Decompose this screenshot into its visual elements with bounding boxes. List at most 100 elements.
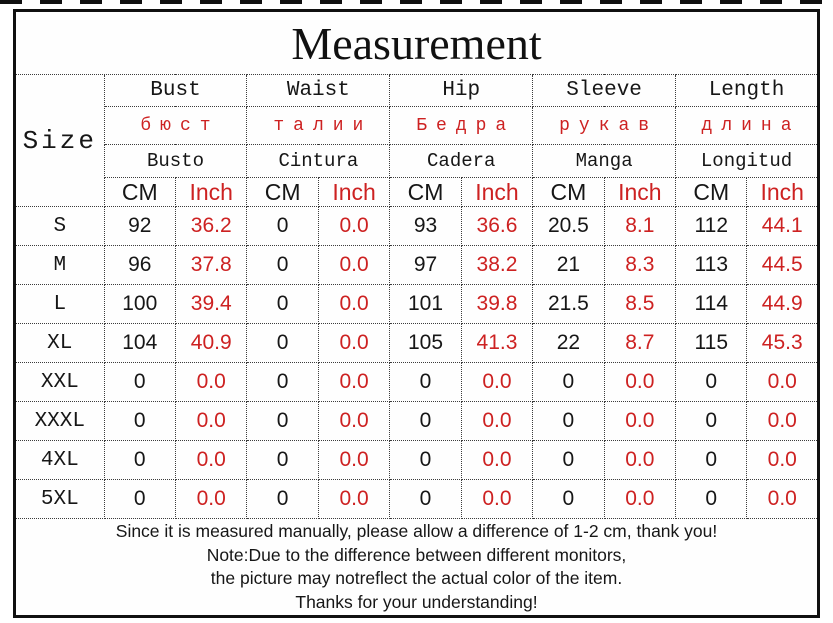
cm-value: 0: [389, 479, 462, 519]
cm-value: 0: [389, 362, 462, 402]
column-header-waist-ru: талии: [246, 106, 391, 145]
inch-value: 8.1: [603, 206, 677, 246]
inch-value: 36.6: [460, 206, 534, 246]
cm-value: 100: [103, 284, 176, 324]
size-row-xxl: XXL 0 0.0 0 0.0 0 0.0 0 0.0 0 0.0: [14, 362, 819, 402]
size-value: XXXL: [14, 401, 105, 441]
unit-header-cm: CM: [389, 177, 462, 207]
size-row-l: L 100 39.4 0 0.0 101 39.8 21.5 8.5 114 44.9: [14, 284, 819, 324]
cm-value: 97: [389, 245, 462, 285]
header-row-spanish: Busto Cintura Cadera Manga Longitud: [15, 144, 819, 178]
column-header-sleeve: Sleeve: [532, 74, 677, 107]
note-color-disclaimer: the picture may notreflect the actual co…: [210, 568, 623, 588]
inch-value: 40.9: [174, 323, 248, 363]
inch-value: 45.3: [746, 323, 819, 363]
inch-value: 8.7: [603, 323, 677, 363]
size-row-m: M 96 37.8 0 0.0 97 38.2 21 8.3 113 44.5: [14, 245, 819, 285]
header-row-english: Size Bust Waist Hip Sleeve Length: [14, 74, 819, 207]
cm-value: 101: [389, 284, 462, 324]
cm-value: 0: [246, 479, 319, 519]
size-row-s: S 92 36.2 0 0.0 93 36.6 20.5 8.1 112 44.1: [14, 206, 819, 246]
inch-value: 44.5: [746, 245, 819, 285]
cm-value: 0: [246, 323, 319, 363]
cm-value: 20.5: [532, 206, 605, 246]
size-row-4xl: 4XL 0 0.0 0 0.0 0 0.0 0 0.0 0 0.0: [14, 440, 819, 480]
cm-value: 114: [675, 284, 748, 324]
inch-value: 8.5: [603, 284, 677, 324]
cm-value: 96: [103, 245, 176, 285]
inch-value: 0.0: [603, 440, 677, 480]
inch-value: 37.8: [174, 245, 248, 285]
cm-value: 21.5: [532, 284, 605, 324]
cm-value: 0: [675, 479, 748, 519]
cm-value: 115: [675, 323, 748, 363]
cm-value: 0: [675, 440, 748, 480]
cm-value: 22: [532, 323, 605, 363]
cm-value: 0: [246, 206, 319, 246]
cm-value: 0: [103, 362, 176, 402]
inch-value: 0.0: [603, 362, 677, 402]
inch-value: 39.8: [460, 284, 534, 324]
unit-header-cm: CM: [532, 177, 605, 207]
cm-value: 0: [246, 401, 319, 441]
measurement-table: Measurement Size Bust Waist Hip Sleeve L…: [13, 9, 820, 618]
cm-value: 0: [389, 440, 462, 480]
inch-value: 0.0: [460, 362, 534, 402]
cm-value: 0: [103, 440, 176, 480]
inch-value: 0.0: [317, 206, 391, 246]
top-dashed-border: [0, 0, 833, 4]
cm-value: 0: [103, 401, 176, 441]
inch-value: 39.4: [174, 284, 248, 324]
inch-value: 0.0: [174, 440, 248, 480]
cm-value: 0: [675, 362, 748, 402]
inch-value: 0.0: [460, 401, 534, 441]
inch-value: 0.0: [460, 440, 534, 480]
cm-value: 113: [675, 245, 748, 285]
cm-value: 93: [389, 206, 462, 246]
inch-value: 0.0: [317, 401, 391, 441]
inch-value: 38.2: [460, 245, 534, 285]
cm-value: 0: [103, 479, 176, 519]
header-row-russian: бюст талии Бедра рукав длина: [15, 106, 819, 145]
size-rows: S 92 36.2 0 0.0 93 36.6 20.5 8.1 112 44.1 M 96 37.8 0 0…: [14, 206, 819, 519]
cm-value: 92: [103, 206, 176, 246]
inch-value: 44.9: [746, 284, 819, 324]
cm-value: 104: [103, 323, 176, 363]
size-value: S: [14, 206, 105, 246]
inch-value: 0.0: [746, 362, 819, 402]
title-row: Measurement: [14, 10, 819, 75]
inch-value: 44.1: [746, 206, 819, 246]
cm-value: 0: [246, 245, 319, 285]
cm-value: 0: [389, 401, 462, 441]
size-value: L: [14, 284, 105, 324]
column-header-length: Length: [675, 74, 819, 107]
note-measure-tolerance: Since it is measured manually, please al…: [115, 521, 718, 541]
inch-value: 0.0: [746, 440, 819, 480]
column-header-waist: Waist: [246, 74, 391, 107]
cm-value: 0: [532, 362, 605, 402]
footer-row: Since it is measured manually, please al…: [14, 518, 819, 617]
inch-value: 0.0: [174, 479, 248, 519]
cm-value: 112: [675, 206, 748, 246]
inch-value: 0.0: [460, 479, 534, 519]
size-value: XL: [14, 323, 105, 363]
inch-value: 0.0: [174, 401, 248, 441]
unit-header-inch: Inch: [174, 177, 248, 207]
cm-value: 0: [675, 401, 748, 441]
column-header-hip-ru: Бедра: [389, 106, 534, 145]
inch-value: 36.2: [174, 206, 248, 246]
cm-value: 0: [246, 362, 319, 402]
unit-header-inch: Inch: [460, 177, 534, 207]
inch-value: 0.0: [317, 479, 391, 519]
cm-value: 0: [246, 440, 319, 480]
inch-value: 0.0: [746, 401, 819, 441]
inch-value: 0.0: [746, 479, 819, 519]
column-header-bust: Bust: [103, 74, 248, 107]
cm-value: 0: [532, 401, 605, 441]
column-header-sleeve-ru: рукав: [532, 106, 677, 145]
inch-value: 0.0: [317, 323, 391, 363]
column-header-length-ru: длина: [675, 106, 819, 145]
column-header-hip: Hip: [389, 74, 534, 107]
inch-value: 0.0: [317, 245, 391, 285]
inch-value: 8.3: [603, 245, 677, 285]
